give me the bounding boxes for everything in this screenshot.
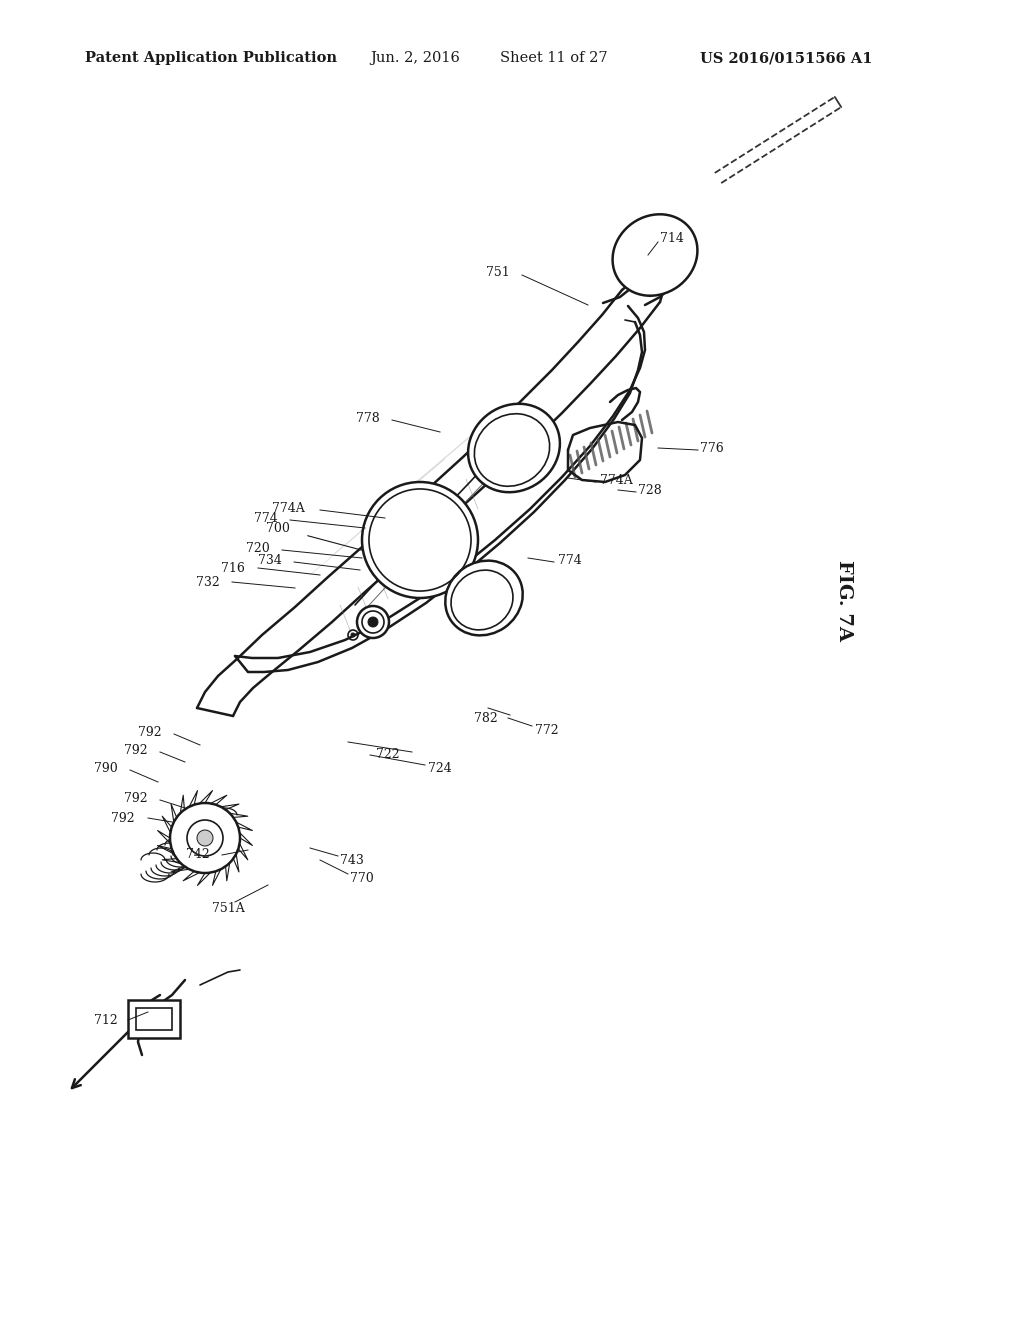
Bar (128, 1001, 180, 1038)
Circle shape (351, 634, 355, 638)
Text: 751A: 751A (212, 902, 245, 915)
Circle shape (357, 606, 389, 638)
Text: 714: 714 (660, 231, 684, 244)
Text: 772: 772 (535, 723, 559, 737)
Text: 770: 770 (350, 871, 374, 884)
Circle shape (368, 616, 378, 627)
Text: 778: 778 (356, 412, 380, 425)
Text: 724: 724 (428, 762, 452, 775)
Text: 743: 743 (340, 854, 364, 866)
Text: FIG. 7A: FIG. 7A (835, 560, 853, 640)
Ellipse shape (445, 561, 522, 635)
Text: 792: 792 (112, 812, 135, 825)
Ellipse shape (468, 404, 560, 492)
Text: Jun. 2, 2016: Jun. 2, 2016 (370, 51, 460, 65)
Text: 792: 792 (124, 792, 148, 804)
Text: 722: 722 (377, 748, 400, 762)
Text: 732: 732 (197, 576, 220, 589)
Text: 774: 774 (558, 553, 582, 566)
Text: 774A: 774A (600, 474, 633, 487)
Text: 716: 716 (221, 561, 245, 574)
Text: 728: 728 (638, 483, 662, 496)
Text: 751: 751 (486, 265, 510, 279)
Circle shape (362, 482, 478, 598)
Text: 700: 700 (266, 521, 290, 535)
Ellipse shape (612, 214, 697, 296)
Text: 712: 712 (94, 1014, 118, 1027)
Circle shape (170, 803, 240, 873)
Text: 720: 720 (246, 541, 270, 554)
Circle shape (197, 830, 213, 846)
Text: 774: 774 (254, 511, 278, 524)
Text: US 2016/0151566 A1: US 2016/0151566 A1 (700, 51, 872, 65)
Text: 774A: 774A (272, 502, 305, 515)
Text: Sheet 11 of 27: Sheet 11 of 27 (500, 51, 607, 65)
Bar (136, 1008, 172, 1030)
Text: 776: 776 (700, 441, 724, 454)
Text: 790: 790 (94, 762, 118, 775)
Text: 742: 742 (186, 849, 210, 862)
Text: 792: 792 (138, 726, 162, 738)
Circle shape (652, 239, 668, 255)
Text: 734: 734 (258, 553, 282, 566)
Text: 792: 792 (124, 743, 148, 756)
Text: 782: 782 (474, 711, 498, 725)
Text: Patent Application Publication: Patent Application Publication (85, 51, 337, 65)
